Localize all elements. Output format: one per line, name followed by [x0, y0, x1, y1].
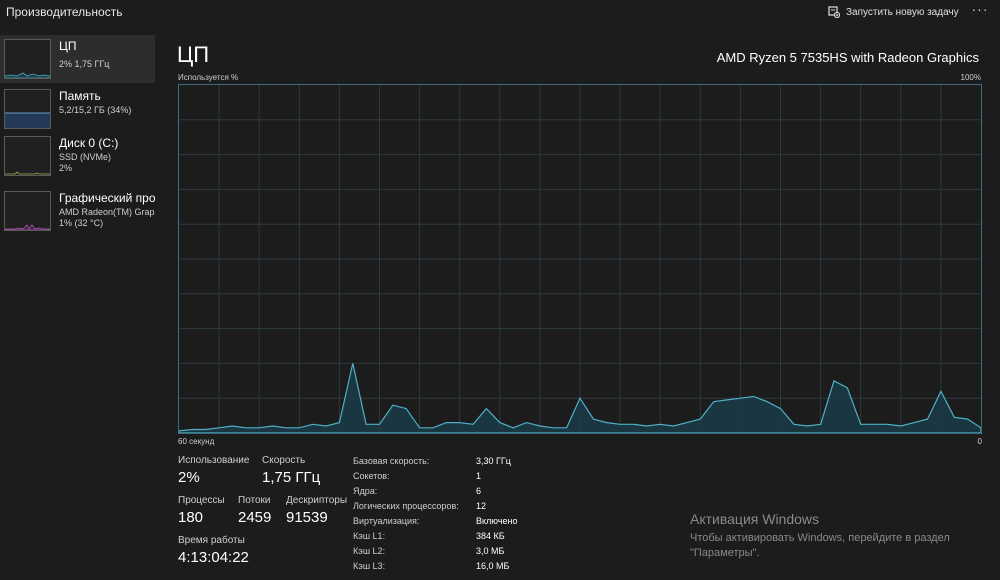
- spec-label: Ядра:: [353, 486, 378, 496]
- sidebar-item-detail-2: 2%: [59, 163, 73, 173]
- handles-value: 91539: [286, 509, 328, 526]
- sidebar-item-disk[interactable]: Диск 0 (C:) SSD (NVMe) 2%: [0, 132, 155, 180]
- cpu-thumbnail-graph: [4, 39, 51, 79]
- usage-label: Использование: [178, 455, 250, 466]
- handles-label: Дескрипторы: [286, 495, 348, 506]
- spec-label: Кэш L1:: [353, 531, 386, 541]
- threads-value: 2459: [238, 509, 272, 526]
- spec-value: Включено: [476, 516, 518, 526]
- graph-y-label: Используется %: [178, 73, 239, 82]
- processes-value: 180: [178, 509, 204, 526]
- uptime-label: Время работы: [178, 535, 245, 546]
- sidebar: ЦП 2% 1,75 ГГц Память 5,2/15,2 ГБ (34%) …: [0, 35, 155, 580]
- spec-label: Виртуализация:: [353, 516, 420, 526]
- spec-value: 3,30 ГГц: [476, 456, 511, 466]
- activation-text: Чтобы активировать Windows, перейдите в …: [690, 532, 950, 559]
- run-task-label: Запустить новую задачу: [846, 6, 959, 18]
- speed-value: 1,75 ГГц: [262, 469, 321, 486]
- graph-x-label-end: 0: [977, 437, 982, 446]
- spec-value: 3,0 МБ: [476, 546, 505, 556]
- sidebar-item-name: Диск 0 (C:): [59, 136, 119, 150]
- speed-label: Скорость: [262, 455, 306, 466]
- more-options-button[interactable]: ···: [971, 1, 989, 17]
- sidebar-item-gpu[interactable]: Графический про AMD Radeon(TM) Grap 1% (…: [0, 187, 155, 235]
- sidebar-item-name: ЦП: [59, 39, 77, 53]
- cpu-model-name: AMD Ryzen 5 7535HS with Radeon Graphics: [716, 50, 979, 65]
- spec-label: Сокетов:: [353, 471, 390, 481]
- cpu-usage-chart: [178, 85, 982, 434]
- usage-value: 2%: [178, 469, 200, 486]
- activation-heading: Активация Windows: [690, 511, 820, 527]
- sidebar-item-memory[interactable]: Память 5,2/15,2 ГБ (34%): [0, 85, 155, 133]
- spec-value: 6: [476, 486, 482, 496]
- spec-label: Базовая скорость:: [353, 456, 430, 466]
- page-title: Производительность: [6, 5, 123, 19]
- spec-label: Кэш L3:: [353, 561, 386, 571]
- disk-thumbnail-graph: [4, 136, 51, 176]
- sidebar-item-name: Графический про: [59, 191, 155, 205]
- cpu-usage-area: [178, 363, 982, 434]
- sidebar-item-detail-2: 1% (32 °C): [59, 218, 104, 228]
- graph-x-label-start: 60 секунд: [178, 437, 215, 446]
- run-new-task-button[interactable]: Запустить новую задачу: [828, 3, 959, 21]
- title-bar: Производительность Запустить новую задач…: [0, 0, 1000, 26]
- sidebar-item-detail: 2% 1,75 ГГц: [59, 59, 110, 69]
- spec-label: Логических процессоров:: [353, 501, 459, 511]
- memory-thumbnail-graph: [4, 89, 51, 129]
- threads-label: Потоки: [238, 495, 271, 506]
- spec-label: Кэш L2:: [353, 546, 386, 556]
- spec-value: 12: [476, 501, 487, 511]
- gpu-thumbnail-graph: [4, 191, 51, 231]
- cpu-usage-graph: [178, 84, 982, 434]
- uptime-value: 4:13:04:22: [178, 549, 249, 566]
- windows-activation-watermark: Активация Windows Чтобы активировать Win…: [690, 511, 960, 561]
- spec-value: 1: [476, 471, 482, 481]
- sidebar-item-detail: 5,2/15,2 ГБ (34%): [59, 105, 132, 115]
- processes-label: Процессы: [178, 495, 225, 506]
- sidebar-item-detail: AMD Radeon(TM) Grap: [59, 207, 155, 217]
- spec-value: 384 КБ: [476, 531, 505, 541]
- sidebar-item-detail: SSD (NVMe): [59, 152, 112, 162]
- graph-y-max: 100%: [960, 73, 981, 82]
- run-task-icon: [828, 6, 840, 18]
- section-title: ЦП: [177, 42, 210, 67]
- sidebar-item-name: Память: [59, 89, 101, 103]
- sidebar-item-cpu[interactable]: ЦП 2% 1,75 ГГц: [0, 35, 155, 83]
- spec-value: 16,0 МБ: [476, 561, 510, 571]
